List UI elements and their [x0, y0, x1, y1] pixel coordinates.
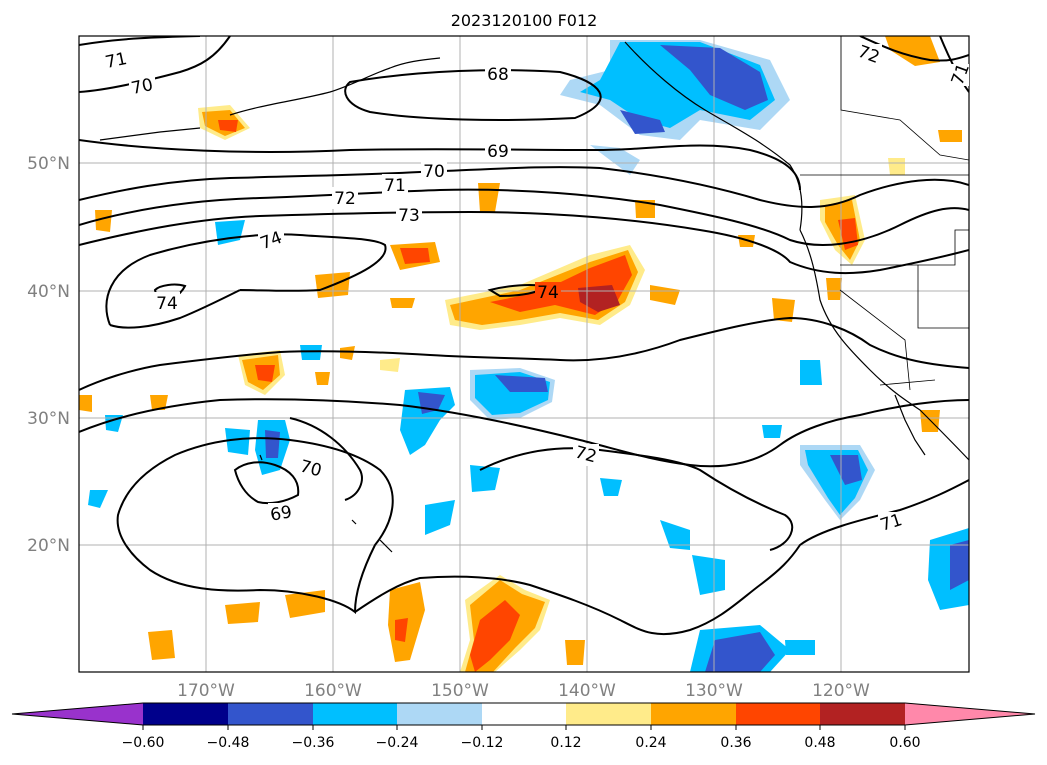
- colorbar-tick-label: −0.60: [122, 735, 165, 751]
- positive-anomaly-shading: [79, 36, 962, 672]
- contour-label: 74: [537, 283, 559, 303]
- lon-label-130w: 130°W: [685, 681, 743, 701]
- contour-label: 74: [156, 294, 178, 314]
- coastlines: [99, 41, 969, 553]
- colorbar-tick-label: 0.48: [804, 735, 835, 751]
- colorbar-segment: [143, 703, 228, 725]
- borders: [800, 36, 969, 391]
- longitude-labels: 170°W 160°W 150°W 140°W 130°W 120°W: [177, 681, 870, 701]
- lat-label-40n: 40°N: [27, 282, 70, 302]
- contour-lines: [79, 36, 969, 636]
- colorbar-segment: [566, 703, 651, 725]
- colorbar-segment: [736, 703, 820, 725]
- colorbar: −0.60 −0.48 −0.36 −0.24 −0.12 0.12 0.24 …: [11, 702, 1036, 751]
- colorbar-segment: [651, 703, 736, 725]
- map-area: [79, 36, 969, 672]
- colorbar-tick-label: 0.60: [889, 735, 920, 751]
- gridlines: [79, 36, 969, 672]
- latitude-labels: 50°N 40°N 30°N 20°N: [27, 154, 70, 556]
- negative-anomaly-shading: [88, 40, 969, 672]
- colorbar-segment: [228, 703, 313, 725]
- contour-label: 70: [130, 75, 155, 99]
- lon-label-170w: 170°W: [177, 681, 235, 701]
- lon-label-140w: 140°W: [558, 681, 616, 701]
- colorbar-tick-label: 0.12: [550, 735, 581, 751]
- contour-label: 70: [423, 162, 445, 182]
- colorbar-segment: [397, 703, 482, 725]
- colorbar-tick-label: 0.36: [720, 735, 751, 751]
- colorbar-tick-label: −0.24: [376, 735, 419, 751]
- colorbar-tick-label: 0.24: [635, 735, 666, 751]
- contour-label: 71: [104, 49, 129, 73]
- map-title: 2023120100 F012: [451, 11, 598, 30]
- contour-label: 73: [398, 206, 420, 226]
- contour-label: 71: [384, 176, 406, 196]
- map-border: [78, 35, 970, 673]
- lat-label-30n: 30°N: [27, 409, 70, 429]
- lon-label-120w: 120°W: [812, 681, 870, 701]
- lat-label-50n: 50°N: [27, 154, 70, 174]
- contour-labels: 71 70 68 69 70 71 72 73 74 74 74 72 70 6…: [103, 42, 974, 536]
- colorbar-segment: [482, 703, 566, 725]
- colorbar-tick-label: −0.36: [292, 735, 335, 751]
- contour-label: 69: [269, 502, 294, 525]
- contour-label: 68: [487, 65, 509, 85]
- colorbar-segment: [313, 703, 397, 725]
- colorbar-segment: [820, 703, 905, 725]
- contour-label: 72: [334, 189, 356, 209]
- colorbar-tick-label: −0.12: [461, 735, 504, 751]
- lon-label-150w: 150°W: [431, 681, 489, 701]
- contour-label: 69: [487, 142, 509, 162]
- colorbar-tick-label: −0.48: [207, 735, 250, 751]
- lon-label-160w: 160°W: [304, 681, 362, 701]
- colorbar-extend-high: [905, 703, 1035, 725]
- lat-label-20n: 20°N: [27, 536, 70, 556]
- colorbar-extend-low: [12, 703, 143, 725]
